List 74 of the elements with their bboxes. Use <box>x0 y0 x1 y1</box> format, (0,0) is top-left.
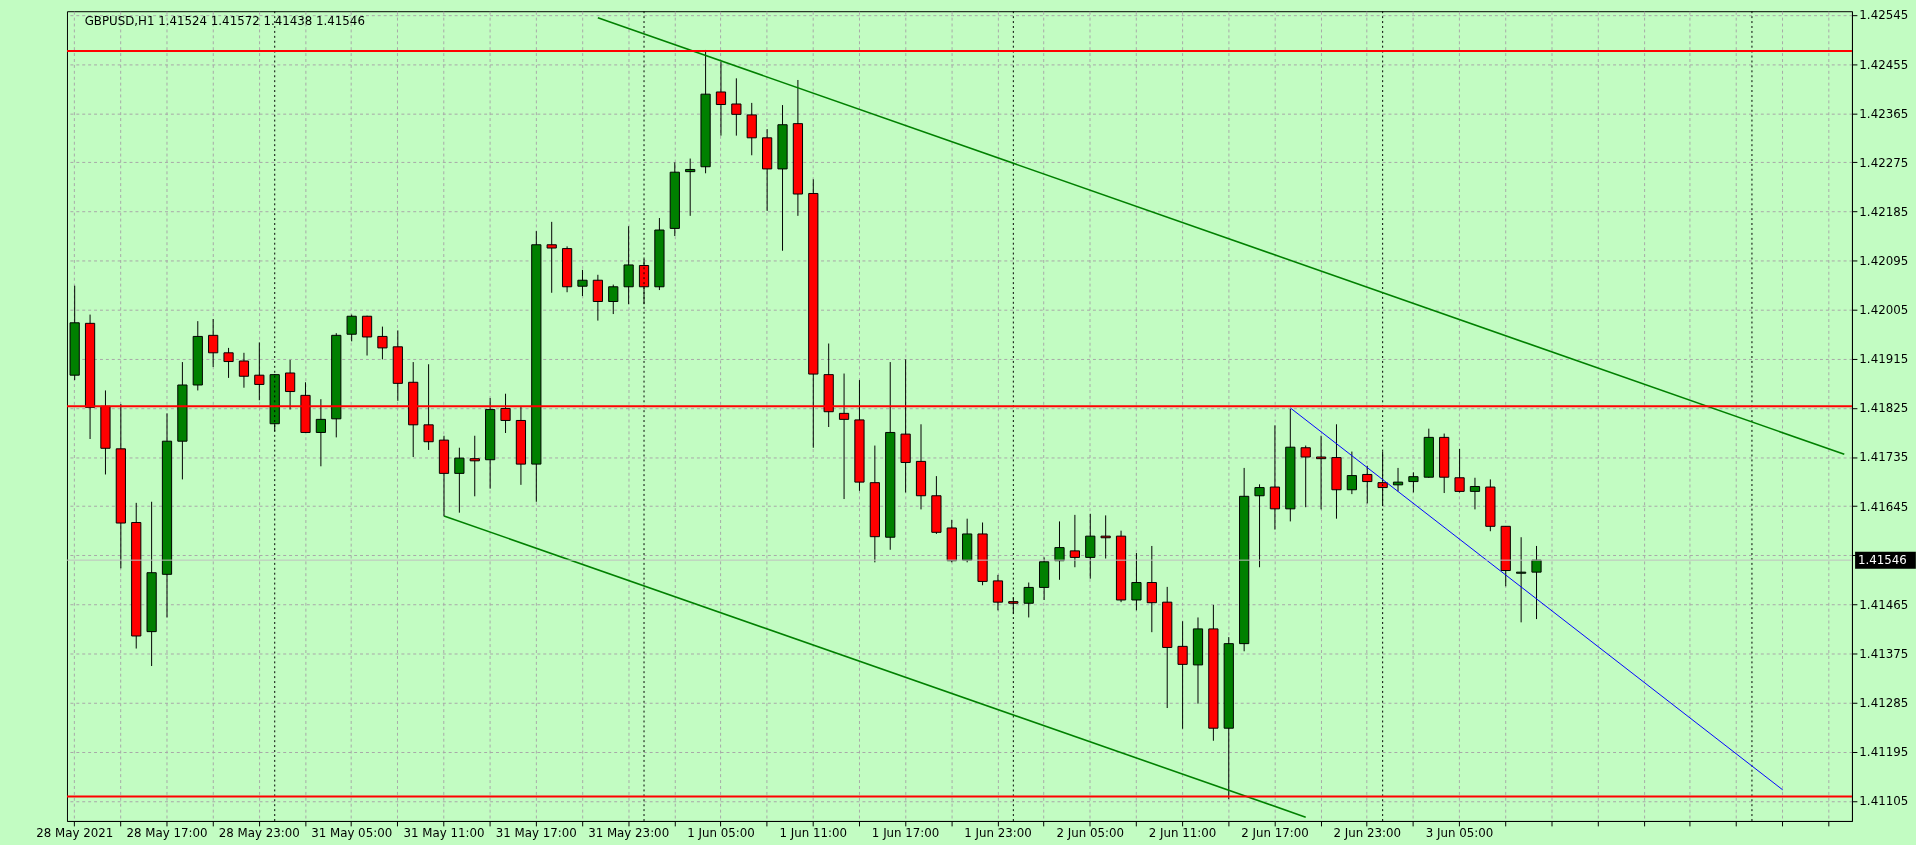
y-tick-label: 1.41915 <box>1859 352 1909 367</box>
candlestick <box>1362 465 1373 504</box>
candlestick <box>608 284 619 315</box>
candlestick <box>746 102 757 156</box>
candlestick <box>592 274 603 322</box>
y-tick-label: 1.41465 <box>1859 597 1909 612</box>
candlestick <box>623 225 634 305</box>
x-tick-label: 31 May 11:00 <box>403 826 485 841</box>
candlestick <box>1146 545 1157 633</box>
candlestick <box>208 318 219 368</box>
y-tick-label: 1.41105 <box>1859 794 1909 809</box>
ref-line-label: 1.41546 <box>1857 553 1907 568</box>
y-tick-label: 1.42365 <box>1859 106 1909 121</box>
x-tick-label: 2 Jun 23:00 <box>1333 826 1402 841</box>
candlestick <box>1054 520 1065 581</box>
x-tick-label: 31 May 23:00 <box>588 826 670 841</box>
y-tick-label: 1.42185 <box>1859 204 1909 219</box>
candlestick <box>1131 552 1142 611</box>
y-tick-label: 1.41645 <box>1859 499 1909 514</box>
candlestick <box>315 398 326 467</box>
x-tick-label: 1 Jun 11:00 <box>779 826 848 841</box>
candlestick <box>377 326 388 360</box>
candlestick <box>1254 483 1265 568</box>
candlestick <box>454 447 465 514</box>
candlestick <box>1300 445 1311 508</box>
candlestick <box>1469 477 1481 510</box>
y-tick-label: 1.41285 <box>1859 696 1909 710</box>
candlestick <box>1177 620 1188 730</box>
candlestick <box>469 435 480 497</box>
y-tick-label: 1.41735 <box>1859 450 1909 465</box>
candlestick <box>346 314 357 342</box>
candlestick <box>1454 448 1465 493</box>
y-tick-label: 1.42005 <box>1859 303 1909 318</box>
x-tick-label: 2 Jun 05:00 <box>1056 826 1125 841</box>
candlestick <box>254 341 265 401</box>
chart-title: GBPUSD,H1 1.41524 1.41572 1.41438 1.41546 <box>84 14 365 29</box>
x-tick-label: 28 May 2021 <box>36 826 114 841</box>
candlestick <box>1531 545 1542 620</box>
x-tick-label: 2 Jun 11:00 <box>1148 826 1217 841</box>
y-tick-label: 1.42275 <box>1859 155 1909 170</box>
candlestick <box>1069 514 1080 568</box>
y-tick-label: 1.41825 <box>1859 401 1909 416</box>
y-tick-label: 1.42545 <box>1859 8 1909 23</box>
candlestick <box>1315 435 1327 510</box>
candlestick <box>1516 536 1527 623</box>
candlestick <box>223 347 234 379</box>
y-tick-label: 1.42095 <box>1859 254 1909 269</box>
candlestick <box>731 77 742 137</box>
x-tick-label: 31 May 05:00 <box>311 826 393 841</box>
candlestick <box>577 269 588 297</box>
candlestick <box>992 574 1004 611</box>
candlestick <box>1085 513 1096 580</box>
candlestick <box>361 315 373 357</box>
candlestick <box>546 221 557 294</box>
candlestick <box>1346 451 1357 495</box>
candlestick <box>685 158 696 217</box>
x-tick-label: 28 May 17:00 <box>126 826 208 841</box>
candlestick <box>1100 514 1111 560</box>
candlestick <box>238 352 250 389</box>
y-tick-label: 1.41195 <box>1859 745 1909 760</box>
candlestick <box>1408 471 1419 493</box>
x-tick-label: 1 Jun 17:00 <box>871 826 940 841</box>
candlestick <box>715 61 727 137</box>
x-tick-label: 2 Jun 17:00 <box>1241 826 1309 841</box>
x-tick-label: 28 May 23:00 <box>218 826 300 841</box>
y-tick-label: 1.41375 <box>1859 646 1909 661</box>
x-tick-label: 1 Jun 23:00 <box>964 826 1032 841</box>
y-tick-label: 1.42455 <box>1859 57 1909 72</box>
x-tick-label: 1 Jun 05:00 <box>687 826 755 841</box>
candlestick <box>1269 424 1281 531</box>
candlestick <box>1023 582 1034 618</box>
x-tick-label: 3 Jun 05:00 <box>1425 826 1494 841</box>
x-tick-label: 31 May 17:00 <box>495 826 577 841</box>
candlestick <box>1392 467 1404 492</box>
